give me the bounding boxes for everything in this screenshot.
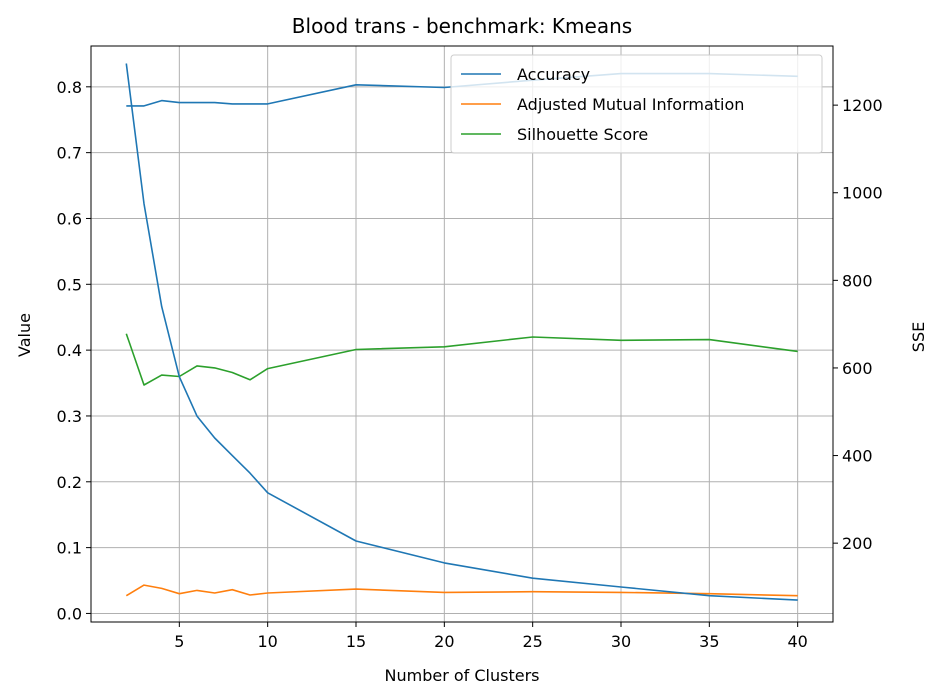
legend: Accuracy Adjusted Mutual Information Silho… (450, 54, 823, 154)
x-tick-label: 25 (522, 632, 542, 651)
y-tick-label: 0.8 (57, 78, 82, 97)
series-line-sse (125, 63, 798, 601)
x-axis-ticks: 5 10 15 20 25 30 35 40 (174, 622, 808, 651)
series-lines (125, 63, 798, 601)
y2-tick-label: 200 (842, 534, 873, 553)
y2-tick-label: 600 (842, 359, 873, 378)
plot-frame (90, 45, 834, 623)
x-tick-label: 35 (699, 632, 719, 651)
y-axis-ticks: 0.0 0.1 0.2 0.3 0.4 0.5 0.6 0.7 0.8 (57, 78, 91, 623)
x-tick-label: 10 (257, 632, 277, 651)
x-tick-label: 30 (611, 632, 631, 651)
y2-tick-label: 400 (842, 447, 873, 466)
y2-tick-label: 800 (842, 271, 873, 290)
x-axis-label: Number of Clusters (385, 666, 540, 685)
y-tick-label: 0.3 (57, 407, 82, 426)
y2-axis-label: SSE (909, 322, 928, 352)
chart-title: Blood trans - benchmark: Kmeans (292, 14, 632, 38)
y2-axis-ticks: 200 400 600 800 1000 1200 (833, 96, 883, 553)
y-tick-label: 0.5 (57, 275, 82, 294)
y-tick-label: 0.7 (57, 144, 82, 163)
x-tick-label: 40 (787, 632, 807, 651)
y-tick-label: 0.0 (57, 604, 82, 623)
y-tick-label: 0.2 (57, 473, 82, 492)
y2-tick-label: 1000 (842, 184, 883, 203)
x-tick-label: 5 (174, 632, 184, 651)
y-tick-label: 0.6 (57, 209, 82, 228)
x-tick-label: 15 (346, 632, 366, 651)
legend-label: Accuracy (517, 65, 590, 84)
y-tick-label: 0.1 (57, 539, 82, 558)
y-axis-label: Value (15, 313, 34, 357)
x-tick-label: 20 (434, 632, 454, 651)
y-tick-label: 0.4 (57, 341, 82, 360)
legend-box (450, 54, 823, 154)
y2-tick-label: 1200 (842, 96, 883, 115)
series-line-adjusted-mutual-information (125, 584, 798, 597)
legend-label: Adjusted Mutual Information (517, 95, 744, 114)
legend-label: Silhouette Score (517, 125, 648, 144)
series-line-silhouette-score (125, 333, 798, 386)
